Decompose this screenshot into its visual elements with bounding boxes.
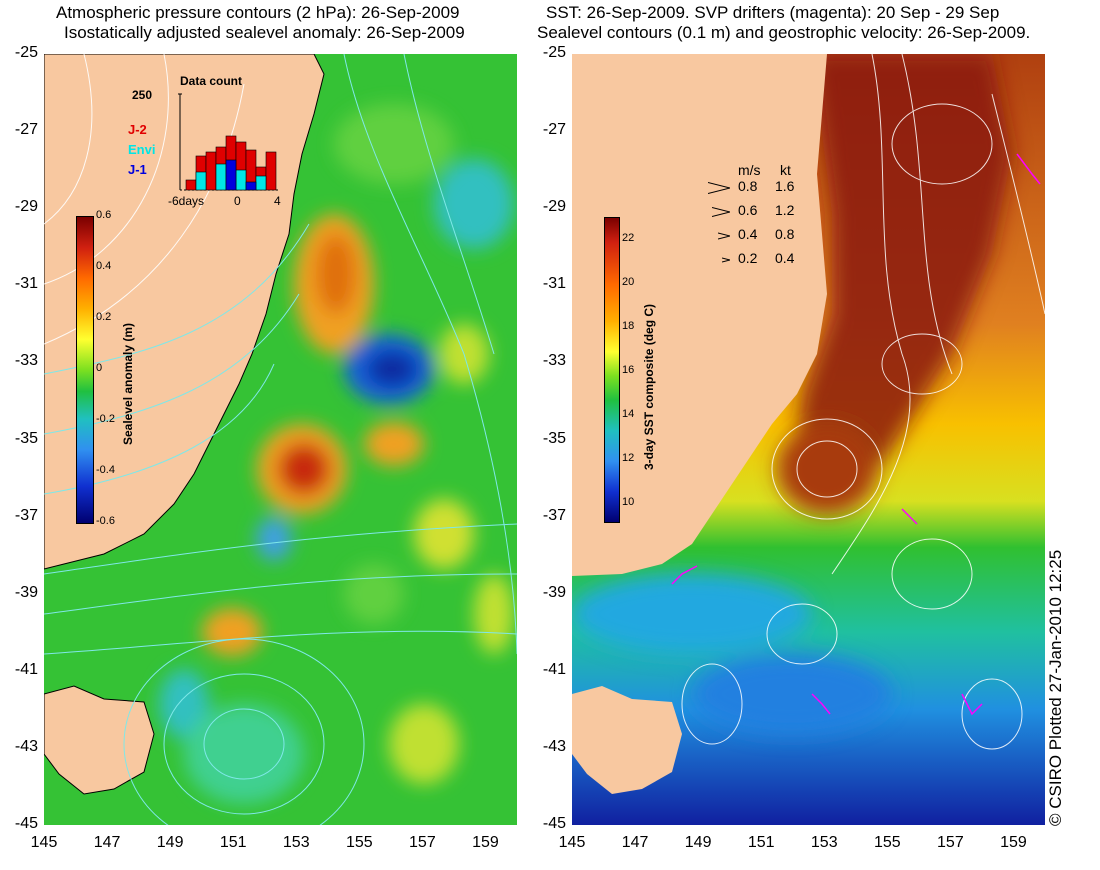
sealevel-colorbar-tick: 0.2 xyxy=(96,311,112,323)
speed-legend-arrow xyxy=(711,202,731,222)
y-tick-left: -31 xyxy=(14,275,38,293)
satellite-label-envi: Envi xyxy=(128,142,156,157)
x-tick-right: 153 xyxy=(810,834,838,851)
sst-colorbar-tick: 14 xyxy=(622,408,635,421)
histogram-bar xyxy=(235,169,247,191)
speed-legend-header-ms: m/s xyxy=(738,162,761,178)
sealevel-colorbar-tick: 0.4 xyxy=(96,260,112,272)
x-tick-right: 159 xyxy=(1000,834,1027,851)
right-title-line1: SST: 26-Sep-2009. SVP drifters (magenta)… xyxy=(546,3,1000,22)
sealevel-colorbar-tick: 0.6 xyxy=(96,209,112,221)
sst-colorbar-tick: 22 xyxy=(622,232,635,245)
y-tick-right: -43 xyxy=(542,737,566,755)
x-tick-left: 147 xyxy=(93,834,121,851)
histogram-xlabel-zero: 0 xyxy=(234,194,241,208)
y-tick-left: -39 xyxy=(14,583,38,601)
sst-map xyxy=(572,54,1045,825)
histogram-bar xyxy=(215,163,227,191)
histogram-bar xyxy=(255,175,267,191)
y-tick-right: -35 xyxy=(542,429,566,447)
satellite-label-j2: J-2 xyxy=(128,122,147,137)
speed-legend-header-kt: kt xyxy=(780,162,791,178)
y-tick-left: -43 xyxy=(14,737,38,755)
histogram-xlabel-start: -6days xyxy=(168,194,205,208)
speed-legend-kt: 0.4 xyxy=(775,250,795,266)
left-title-line2: Isostatically adjusted sealevel anomaly:… xyxy=(64,23,465,42)
y-tick-left: -41 xyxy=(14,660,38,678)
speed-legend-arrow xyxy=(707,178,731,198)
speed-legend-arrow xyxy=(721,250,731,270)
histogram-bar xyxy=(195,171,207,191)
y-tick-left: -37 xyxy=(14,506,38,524)
data-count-histogram: Data count 250 -6days 0 4 xyxy=(120,72,290,212)
x-tick-right: 149 xyxy=(684,834,712,851)
histogram-xlabel-end: 4 xyxy=(274,194,281,208)
speed-legend-kt: 0.8 xyxy=(775,226,795,242)
y-tick-left: -29 xyxy=(14,198,38,216)
satellite-label-j1: J-1 xyxy=(128,162,147,177)
speed-legend-kt: 1.2 xyxy=(775,202,795,218)
x-tick-right: 151 xyxy=(747,834,775,851)
x-tick-right: 157 xyxy=(937,834,964,851)
sealevel-colorbar-tick: 0 xyxy=(96,362,103,374)
y-tick-right: -33 xyxy=(542,352,566,370)
y-tick-left: -35 xyxy=(14,429,38,447)
x-tick-right: 147 xyxy=(621,834,649,851)
left-title-line1: Atmospheric pressure contours (2 hPa): 2… xyxy=(56,3,460,22)
y-tick-right: -29 xyxy=(542,198,566,216)
sealevel-colorbar xyxy=(76,216,94,524)
sst-colorbar-tick: 20 xyxy=(622,276,635,289)
y-tick-right: -39 xyxy=(542,583,566,601)
histogram-bar xyxy=(205,151,217,191)
x-tick-left: 159 xyxy=(472,834,499,851)
x-tick-left: 145 xyxy=(30,834,58,851)
sealevel-colorbar-tick: -0.6 xyxy=(96,515,115,527)
y-tick-right: -31 xyxy=(542,275,566,293)
x-tick-left: 149 xyxy=(156,834,184,851)
y-tick-left: -27 xyxy=(14,121,38,139)
speed-legend-ms: 0.2 xyxy=(738,250,758,266)
speed-legend-ms: 0.6 xyxy=(738,202,758,218)
histogram-ymax: 250 xyxy=(132,88,153,102)
credit-text: © CSIRO Plotted 27-Jan-2010 12:25 xyxy=(1046,549,1065,826)
y-tick-left: -45 xyxy=(14,815,38,832)
histogram-bar xyxy=(225,159,237,191)
x-tick-left: 155 xyxy=(345,834,373,851)
y-tick-right: -41 xyxy=(542,660,566,678)
speed-legend-arrow xyxy=(717,226,731,246)
x-tick-right: 155 xyxy=(873,834,901,851)
sst-colorbar-tick: 18 xyxy=(622,320,635,333)
right-title-line2: Sealevel contours (0.1 m) and geostrophi… xyxy=(537,23,1031,42)
sealevel-colorbar-tick: -0.2 xyxy=(96,413,115,425)
y-tick-right: -25 xyxy=(542,44,566,61)
speed-legend-ms: 0.4 xyxy=(738,226,758,242)
sst-colorbar-tick: 16 xyxy=(622,364,635,377)
x-tick-left: 153 xyxy=(282,834,310,851)
sst-colorbar-tick: 12 xyxy=(622,452,635,465)
x-tick-left: 157 xyxy=(409,834,436,851)
sealevel-anomaly-map xyxy=(44,54,517,825)
y-tick-right: -45 xyxy=(542,815,566,832)
sst-colorbar xyxy=(604,217,620,523)
sealevel-colorbar-title: Sealevel anomaly (m) xyxy=(121,322,135,445)
histogram-bar xyxy=(265,151,277,191)
sst-colorbar-tick: 10 xyxy=(622,496,635,509)
histogram-bar xyxy=(245,181,257,191)
histogram-bar xyxy=(185,179,197,191)
x-tick-left: 151 xyxy=(219,834,247,851)
y-tick-right: -27 xyxy=(542,121,566,139)
sst-colorbar-title: 3-day SST composite (deg C) xyxy=(642,303,656,470)
y-tick-right: -37 xyxy=(542,506,566,524)
speed-legend-kt: 1.6 xyxy=(775,178,795,194)
y-tick-left: -25 xyxy=(14,44,38,61)
speed-legend-ms: 0.8 xyxy=(738,178,758,194)
sealevel-colorbar-tick: -0.4 xyxy=(96,464,115,476)
x-tick-right: 145 xyxy=(558,834,586,851)
y-tick-left: -33 xyxy=(14,352,38,370)
histogram-title: Data count xyxy=(180,74,243,88)
